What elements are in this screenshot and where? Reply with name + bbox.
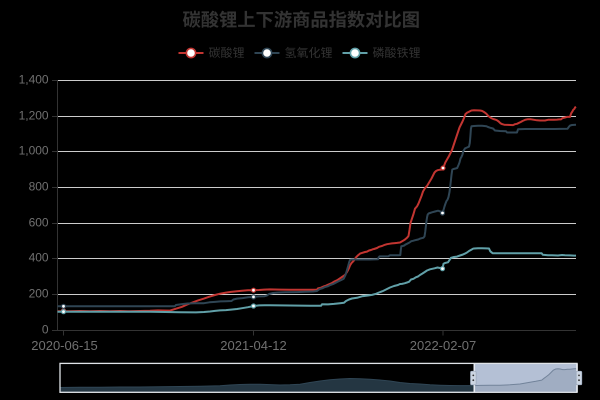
svg-text:1,000: 1,000 (19, 144, 49, 158)
svg-text:200: 200 (29, 287, 49, 301)
svg-text:2020-06-15: 2020-06-15 (31, 338, 98, 353)
svg-text:800: 800 (29, 180, 49, 194)
svg-text:2022-02-07: 2022-02-07 (410, 338, 477, 353)
svg-text:1,200: 1,200 (19, 109, 49, 123)
svg-text:600: 600 (29, 216, 49, 230)
svg-text:0: 0 (42, 323, 49, 337)
svg-text:2021-04-12: 2021-04-12 (220, 338, 287, 353)
svg-text:400: 400 (29, 251, 49, 265)
svg-text:1,400: 1,400 (19, 73, 49, 87)
